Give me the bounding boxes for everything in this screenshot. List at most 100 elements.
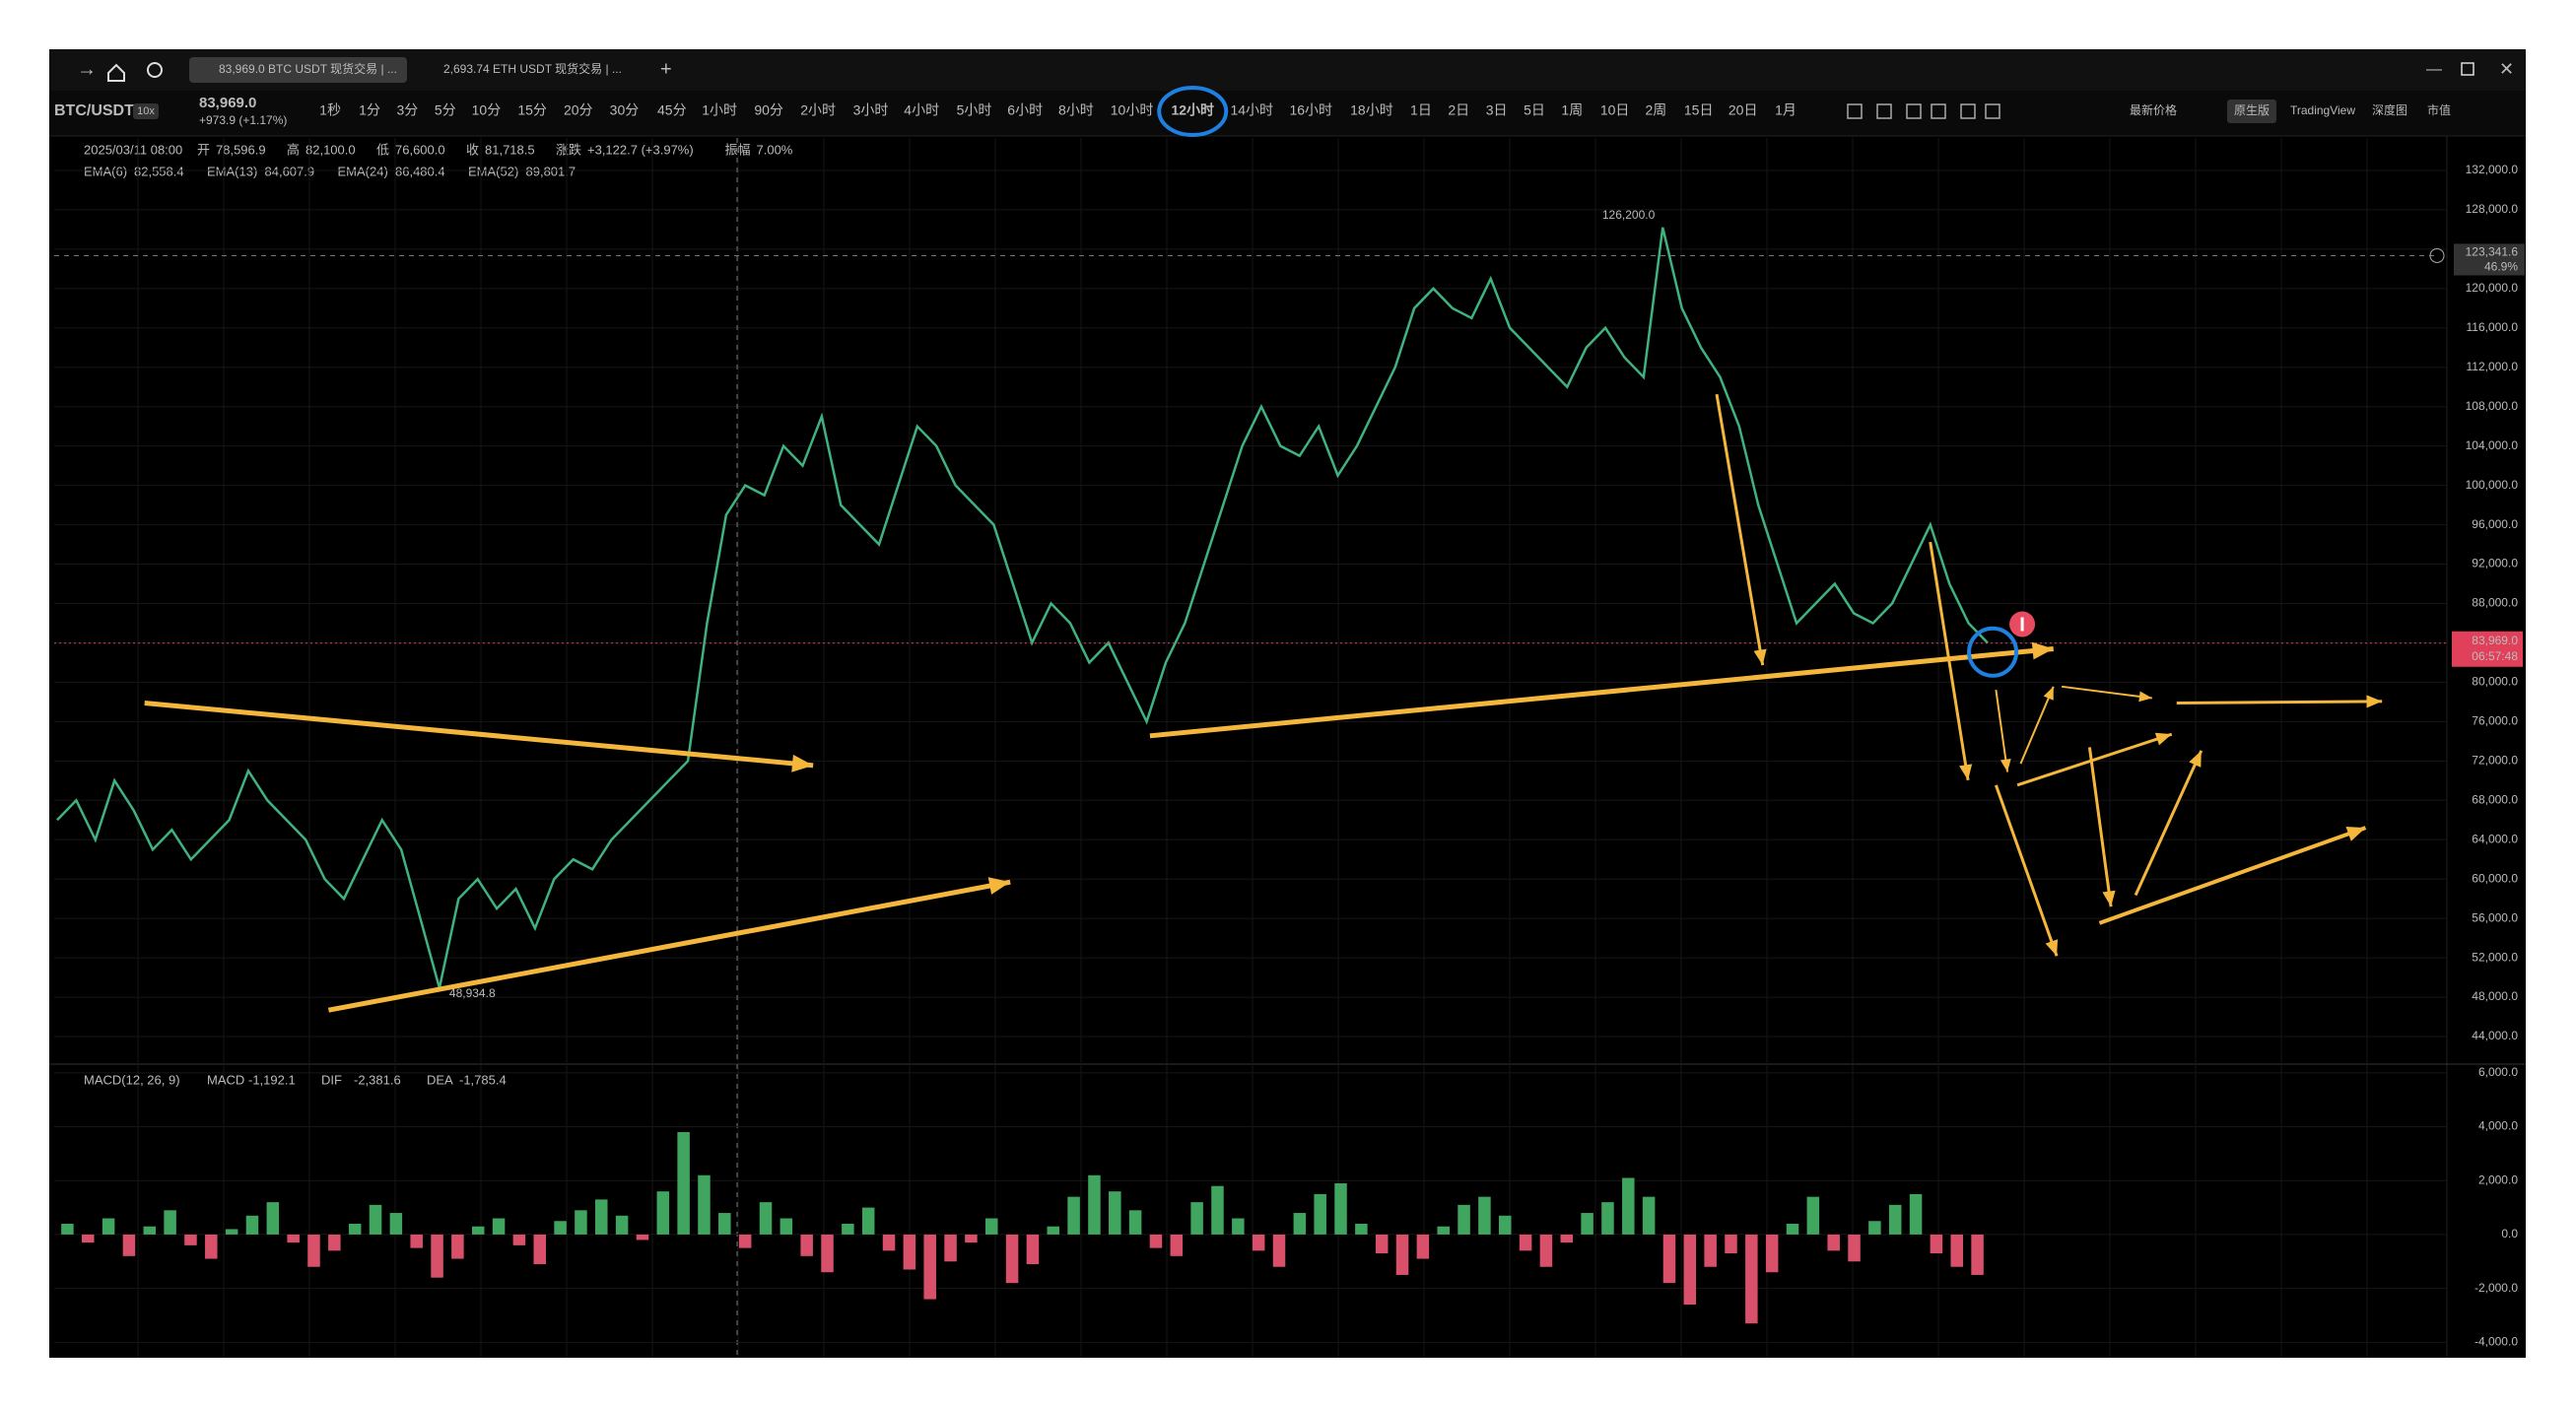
reload-button[interactable] [147,62,163,78]
arrow-head [2102,890,2116,907]
interval-option[interactable]: 8小时 [1058,102,1094,118]
interval-option[interactable]: 1分 [359,102,380,118]
new-tab[interactable]: + [660,58,672,80]
macd-bar [718,1213,731,1235]
interval-option[interactable]: 12小时 [1171,102,1214,118]
ema-name: EMA(52) [468,164,518,178]
view-option[interactable]: 原生版 [2234,103,2270,117]
interval-option[interactable]: 3小时 [853,102,889,118]
view-option[interactable]: 最新价格 [2130,102,2177,117]
macd-bar [307,1234,320,1267]
interval-option[interactable]: 1周 [1561,102,1583,118]
tab-title[interactable]: 83,969.0 BTC USDT 现货交易 | ... [219,61,397,76]
interval-option[interactable]: 4小时 [904,102,939,118]
annotation-arrow [1994,784,2059,957]
interval-option[interactable]: 15分 [517,102,547,118]
y-tick-label: 80,000.0 [2472,675,2518,689]
view-option[interactable]: TradingView [2290,103,2355,117]
macd-bar [389,1213,403,1235]
macd-bar [595,1199,608,1235]
tool-icon[interactable] [1847,103,1863,119]
arrow-head [987,877,1011,895]
interval-option[interactable]: 10小时 [1111,102,1154,118]
view-option[interactable]: 市值 [2427,102,2451,117]
legend-value: 7.00% [757,142,793,157]
macd-bar [615,1215,629,1235]
interval-option[interactable]: 2日 [1448,102,1469,118]
close[interactable]: ✕ [2499,59,2514,79]
macd-bar [1355,1223,1368,1235]
interval-option[interactable]: 1秒 [319,102,341,118]
minimize[interactable]: — [2426,61,2442,78]
macd-bar [471,1226,485,1235]
interval-option[interactable]: 45分 [657,102,687,118]
add-alert[interactable] [2429,247,2445,263]
interval-option[interactable]: 5日 [1524,102,1545,118]
macd-bar [903,1234,916,1270]
macd-bar [512,1234,526,1245]
interval-option[interactable]: 90分 [754,102,783,118]
interval-option[interactable]: 1日 [1410,102,1432,118]
legend-label: 高 [287,142,300,157]
tab-title[interactable]: 2,693.74 ETH USDT 现货交易 | ... [443,61,622,76]
ema-value: 86,480.4 [395,164,445,178]
interval-option[interactable]: 2周 [1645,102,1666,118]
arrow-head [2045,939,2059,957]
y-tick-label: 116,000.0 [2467,320,2519,334]
arrow-head [2366,695,2383,708]
interval-option[interactable]: 3分 [397,102,419,118]
arrow-head [2154,732,2172,746]
macd-bar [1334,1182,1347,1235]
interval-option[interactable]: 20分 [564,102,593,118]
maximize[interactable] [2461,62,2474,76]
legend-label: 开 [197,142,210,157]
macd-label: DEA [427,1072,453,1087]
interval-option[interactable]: 10分 [472,102,502,118]
macd-bar [1128,1210,1142,1235]
active-tab[interactable] [189,57,407,83]
interval-option[interactable]: 2小时 [800,102,836,118]
tool-icon[interactable] [1876,103,1892,119]
interval-option[interactable]: 1小时 [702,102,737,118]
macd-bar [1375,1234,1389,1254]
tool-icon[interactable] [1985,103,2000,119]
tool-icon[interactable] [1931,103,1946,119]
interval-option[interactable]: 6小时 [1007,102,1043,118]
countdown: 06:57:48 [2472,649,2518,663]
interval-option[interactable]: 5分 [435,102,456,118]
interval-option[interactable]: 30分 [610,102,640,118]
leverage[interactable]: 10x [137,105,155,117]
symbol[interactable]: BTC/USDT [54,102,134,119]
interval-option[interactable]: 1月 [1775,102,1796,118]
ema-value: 84,607.9 [265,164,315,178]
view-option[interactable]: 深度图 [2372,102,2407,117]
y-tick-label: 68,000.0 [2472,792,2518,806]
tool-icon[interactable] [1960,103,1976,119]
interval-option[interactable]: 14小时 [1230,102,1273,118]
interval-option[interactable]: 3日 [1486,102,1508,118]
interval-option[interactable]: 10日 [1600,102,1630,118]
macd-bar [1765,1234,1779,1273]
macd-bar [1848,1234,1861,1262]
macd-bar [82,1234,95,1243]
macd-bar [965,1234,978,1243]
macd-bar [533,1234,547,1265]
macd-bar [451,1234,464,1259]
home-button[interactable] [107,63,125,82]
tool-icon[interactable] [1906,103,1922,119]
macd-bar [369,1204,382,1235]
interval-option[interactable]: 16小时 [1289,102,1332,118]
forward-button[interactable]: → [77,58,97,80]
y-tick-label: 128,000.0 [2466,202,2519,216]
macd-bar [410,1234,423,1248]
macd-bar [1437,1226,1450,1235]
macd-bar [245,1215,259,1235]
interval-option[interactable]: 15日 [1684,102,1714,118]
interval-option[interactable]: 20日 [1729,102,1758,118]
high-label: 126,200.0 [1602,208,1656,222]
macd-bar [1416,1234,1430,1259]
interval-option[interactable]: 5小时 [957,102,992,118]
macd-bar [554,1221,567,1235]
macd-bar [1868,1221,1881,1235]
interval-option[interactable]: 18小时 [1350,102,1393,118]
